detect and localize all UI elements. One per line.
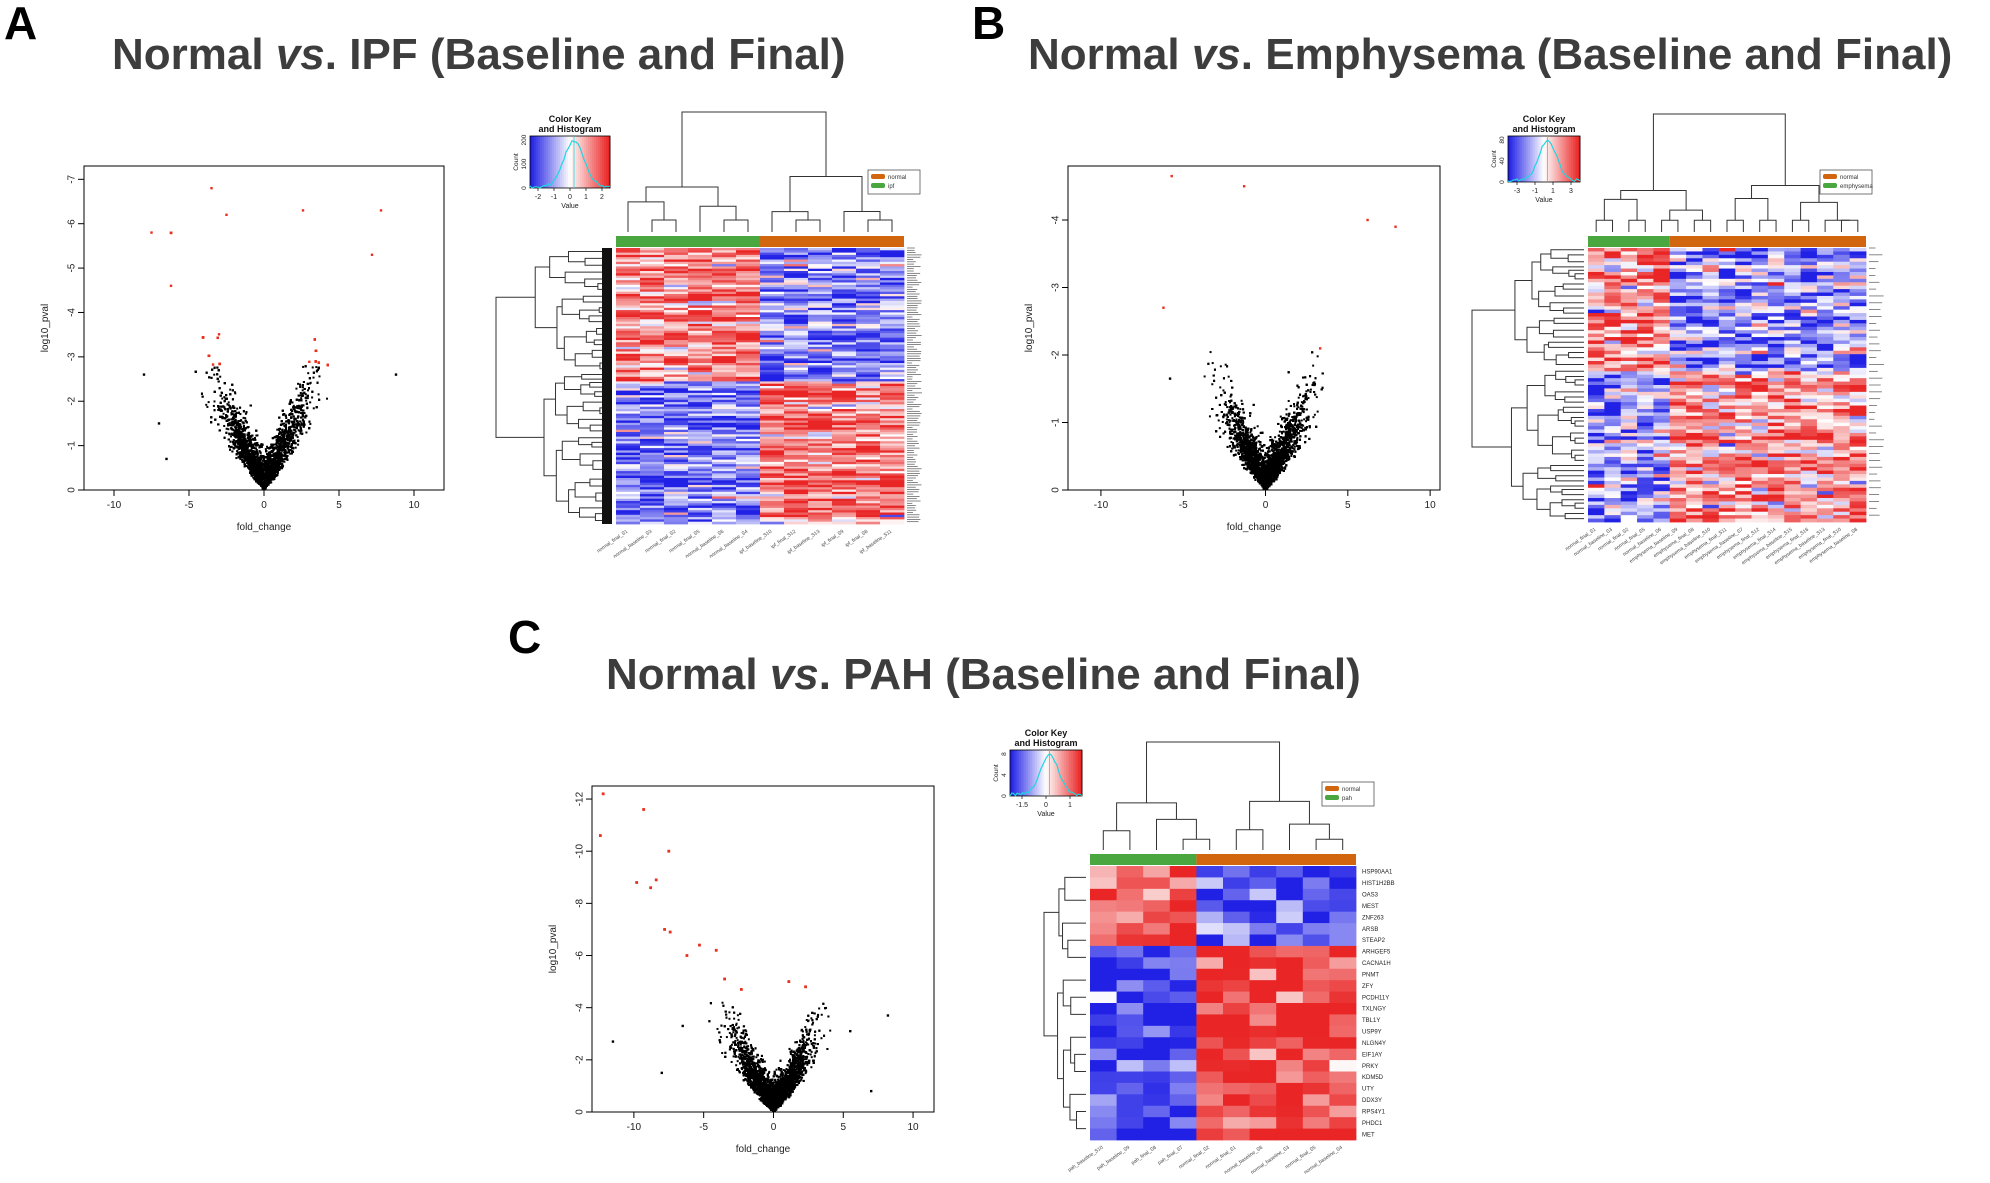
point bbox=[223, 425, 225, 427]
point bbox=[242, 417, 244, 419]
point bbox=[276, 429, 278, 431]
point bbox=[228, 401, 230, 403]
volcano-a: -10 -5 0 5 100-1-2-3-4-5-6-7fold_changelog10… bbox=[40, 166, 444, 533]
point bbox=[235, 457, 237, 459]
point bbox=[213, 374, 215, 376]
point bbox=[312, 377, 314, 379]
point bbox=[309, 401, 311, 403]
point bbox=[285, 417, 287, 419]
point bbox=[298, 429, 300, 431]
point bbox=[302, 392, 304, 394]
point bbox=[221, 392, 223, 394]
point bbox=[297, 444, 299, 446]
point bbox=[208, 401, 210, 403]
point bbox=[205, 404, 207, 406]
point bbox=[236, 408, 238, 410]
data-points bbox=[143, 187, 397, 490]
point bbox=[227, 428, 229, 430]
point bbox=[302, 386, 304, 388]
point bbox=[318, 393, 320, 395]
point bbox=[221, 398, 223, 400]
point bbox=[229, 389, 231, 391]
point bbox=[223, 413, 225, 415]
point bbox=[305, 431, 307, 433]
point bbox=[291, 426, 293, 428]
point bbox=[310, 382, 312, 384]
point bbox=[295, 388, 297, 390]
point bbox=[315, 366, 317, 368]
significant-point bbox=[212, 363, 214, 365]
point bbox=[307, 389, 309, 391]
point bbox=[255, 435, 257, 437]
point bbox=[300, 397, 302, 399]
point bbox=[295, 447, 297, 449]
point bbox=[302, 366, 304, 368]
point bbox=[326, 398, 328, 400]
point bbox=[309, 423, 311, 425]
point bbox=[228, 433, 230, 435]
point bbox=[234, 391, 236, 393]
significant-point bbox=[218, 333, 220, 335]
significant-point bbox=[308, 361, 310, 363]
point bbox=[312, 366, 314, 368]
point bbox=[226, 428, 228, 430]
point bbox=[213, 400, 215, 402]
point bbox=[318, 375, 320, 377]
point bbox=[283, 461, 285, 463]
point bbox=[302, 389, 304, 391]
point bbox=[311, 396, 313, 398]
point bbox=[305, 400, 307, 402]
point bbox=[219, 376, 221, 378]
point bbox=[266, 446, 268, 448]
point bbox=[300, 392, 302, 394]
point bbox=[307, 397, 309, 399]
point bbox=[206, 406, 208, 408]
plot-frame bbox=[84, 166, 444, 490]
point bbox=[307, 372, 309, 374]
point bbox=[229, 441, 231, 443]
point bbox=[265, 448, 267, 450]
point bbox=[297, 383, 299, 385]
point bbox=[313, 407, 315, 409]
point bbox=[213, 405, 215, 407]
